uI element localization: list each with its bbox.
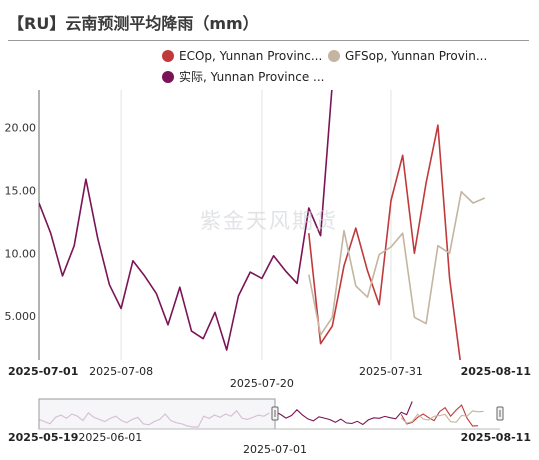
legend-marker-ecop [162, 50, 174, 62]
x-tick-label: 2025-08-11 [461, 365, 531, 378]
navigator-date-label: 2025-07-01 [243, 443, 307, 456]
navigator-series-line-0 [400, 404, 479, 427]
legend-label-ecop: ECOp, Yunnan Provinc... [179, 49, 323, 63]
x-tick-label: 2025-07-01 [8, 365, 78, 378]
navigator-date-label: 2025-05-19 [8, 431, 78, 444]
x-tick-label: 2025-07-08 [89, 365, 153, 378]
legend-label-actual: 实际, Yunnan Province ... [179, 70, 325, 84]
navigator-date-label: 2025-08-11 [461, 431, 531, 444]
x-tick-label: 2025-07-31 [359, 365, 423, 378]
legend-label-gfsop: GFSop, Yunnan Provin... [345, 49, 488, 63]
y-tick-label: 10.00 [5, 247, 37, 260]
navigator-date-label: 2025-06-01 [78, 431, 142, 444]
legend-item-actual[interactable]: 实际, Yunnan Province ... [162, 68, 325, 85]
y-tick-label: 15.00 [5, 184, 37, 197]
navigator-selection-window [38, 398, 276, 430]
x-tick-label: 2025-07-20 [230, 377, 294, 390]
legend-item-gfsop[interactable]: GFSop, Yunnan Provin... [328, 49, 487, 63]
title-divider [8, 40, 529, 41]
series-line-2 [39, 90, 333, 351]
watermark: 紫金天风期货 [200, 209, 338, 233]
legend-marker-actual [162, 70, 174, 83]
series-line-1 [308, 190, 486, 336]
navigator-history-line [38, 409, 270, 428]
navigator-series-line-1 [400, 410, 484, 424]
legend-marker-gfsop [328, 50, 340, 62]
legend-item-ecop[interactable]: ECOp, Yunnan Provinc... [162, 49, 322, 63]
navigator-series-line-2 [274, 401, 413, 426]
series-line-0 [308, 124, 461, 360]
chart-title: 【RU】云南预测平均降雨（mm） [8, 14, 259, 33]
y-tick-label: 5.000 [5, 310, 37, 323]
y-tick-label: 20.00 [5, 122, 37, 135]
